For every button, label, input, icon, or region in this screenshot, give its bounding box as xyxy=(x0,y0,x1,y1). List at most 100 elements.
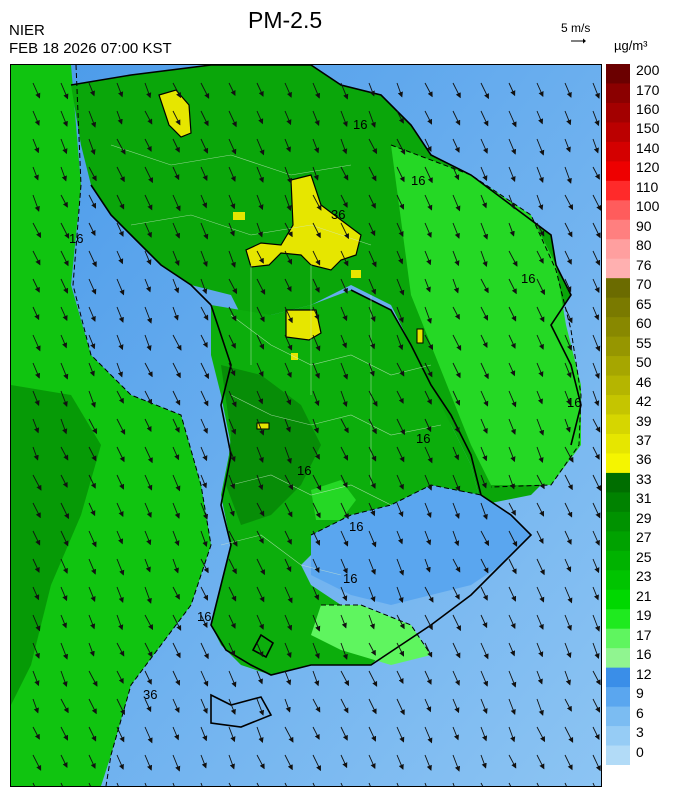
wind-vector-arrow xyxy=(312,82,321,99)
wind-vector-arrow xyxy=(564,446,574,463)
wind-vector-arrow xyxy=(144,642,153,658)
wind-vector-field xyxy=(32,82,601,786)
wind-vector-arrow xyxy=(452,614,461,632)
wind-vector-arrow xyxy=(424,642,433,658)
legend-label: 55 xyxy=(636,334,652,351)
wind-vector-arrow xyxy=(368,502,376,517)
wind-vector-arrow xyxy=(32,558,40,573)
wind-vector-arrow xyxy=(564,82,572,98)
wind-vector-arrow xyxy=(228,558,237,575)
wind-vector-arrow xyxy=(144,418,152,433)
wind-vector-arrow xyxy=(508,502,516,516)
wind-vector-arrow xyxy=(592,138,599,154)
wind-vector-arrow xyxy=(312,334,321,352)
wind-vector-arrow xyxy=(88,138,96,156)
wind-vector-arrow xyxy=(88,418,98,435)
wind-vector-arrow xyxy=(228,530,238,547)
wind-vector-arrow xyxy=(592,502,601,519)
wind-vector-arrow xyxy=(536,586,545,603)
wind-vector-arrow xyxy=(32,502,41,519)
wind-vector-arrow xyxy=(368,362,375,377)
wind-vector-arrow xyxy=(88,530,97,548)
wind-vector-arrow xyxy=(508,166,516,183)
land-south-dark xyxy=(221,365,321,525)
wind-vector-arrow xyxy=(200,530,208,548)
wind-vector-arrow xyxy=(88,670,98,687)
wind-vector-arrow xyxy=(284,278,292,293)
wind-vector-arrow xyxy=(508,390,517,408)
wind-vector-arrow xyxy=(60,558,68,574)
wind-vector-arrow xyxy=(284,222,293,238)
wind-vector-arrow xyxy=(116,110,123,125)
wind-vector-arrow xyxy=(564,586,573,604)
wind-vector-arrow xyxy=(480,82,489,100)
high-pm-central xyxy=(245,174,362,271)
legend-swatch xyxy=(606,550,630,571)
wind-vector-arrow xyxy=(340,166,349,181)
legend-label: 17 xyxy=(636,626,652,643)
wind-vector-arrow xyxy=(32,530,41,546)
legend-swatch xyxy=(606,141,630,162)
wind-vector-arrow xyxy=(424,558,431,573)
wind-vector-arrow xyxy=(340,390,348,408)
wind-vector-arrow xyxy=(116,166,125,183)
wind-vector-arrow xyxy=(88,586,96,603)
legend-label: 160 xyxy=(636,100,660,117)
legend-swatch xyxy=(606,687,630,708)
wind-vector-arrow xyxy=(396,334,404,351)
wind-vector-arrow xyxy=(284,726,294,743)
wind-vector-arrow xyxy=(172,110,181,126)
wind-vector-arrow xyxy=(200,698,208,714)
wind-vector-arrow xyxy=(564,278,572,293)
wind-vector-arrow xyxy=(200,110,209,127)
wind-vector-arrow xyxy=(284,782,287,786)
legend-swatch xyxy=(606,667,630,688)
wind-vector-arrow xyxy=(312,586,320,601)
wind-vector-arrow xyxy=(284,306,293,324)
wind-vector-arrow xyxy=(200,334,208,348)
legend-label: 29 xyxy=(636,509,652,526)
wind-vector-arrow xyxy=(228,278,238,295)
legend-label: 90 xyxy=(636,217,652,234)
wind-vector-arrow xyxy=(564,166,572,184)
wind-vector-arrow xyxy=(396,642,405,657)
wind-vector-arrow xyxy=(144,502,152,518)
wind-vector-arrow xyxy=(200,782,203,786)
legend-label: 12 xyxy=(636,665,652,682)
wind-vector-arrow xyxy=(424,474,433,491)
wind-vector-arrow xyxy=(228,306,237,322)
high-pm-capital xyxy=(285,309,322,341)
wind-vector-arrow xyxy=(256,586,265,603)
wind-vector-arrow xyxy=(564,390,572,406)
color-scale-bar xyxy=(606,64,630,765)
legend-label: 16 xyxy=(636,646,652,663)
wind-vector-arrow xyxy=(424,754,432,771)
legend-label: 120 xyxy=(636,159,660,176)
wind-vector-arrow xyxy=(228,446,236,463)
wind-vector-arrow xyxy=(32,698,39,714)
wind-vector-arrow xyxy=(144,698,152,713)
wind-vector-arrow xyxy=(368,250,377,268)
wind-vector-arrow xyxy=(368,194,376,209)
pm25-map[interactable]: 16 16 16 16 16 16 16 16 16 16 36 36 xyxy=(10,64,602,787)
wind-vector-arrow xyxy=(368,558,376,575)
wind-vector-arrow xyxy=(480,614,488,629)
wind-vector-arrow xyxy=(564,110,572,126)
wind-vector-arrow xyxy=(536,166,544,183)
legend-swatch xyxy=(606,531,630,552)
wind-vector-arrow xyxy=(424,530,432,546)
wind-vector-arrow xyxy=(340,306,348,322)
wind-vector-arrow xyxy=(312,502,321,519)
wind-vector-arrow xyxy=(60,726,69,741)
wind-vector-arrow xyxy=(60,698,69,714)
wind-vector-arrow xyxy=(60,306,68,322)
wind-vector-arrow xyxy=(172,474,181,492)
wind-vector-arrow xyxy=(200,222,209,240)
wind-vector-arrow xyxy=(200,614,208,629)
wind-vector-arrow xyxy=(452,782,455,786)
legend-label: 0 xyxy=(636,743,644,760)
wind-vector-arrow xyxy=(256,362,264,378)
wind-vector-arrow xyxy=(592,334,601,352)
wind-vector-arrow xyxy=(452,250,460,267)
wind-vector-arrow xyxy=(284,558,292,573)
